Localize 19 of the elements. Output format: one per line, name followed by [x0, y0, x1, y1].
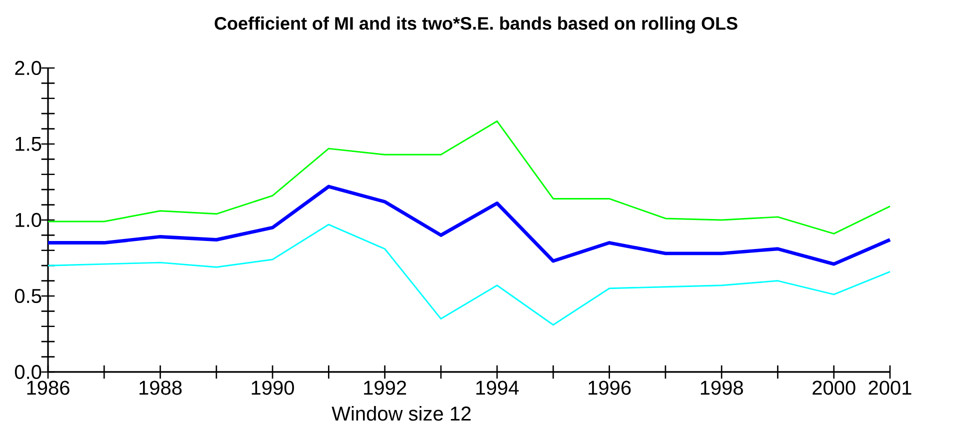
y-tick-label: 0.0 — [14, 364, 42, 380]
x-tick-label: 2001 — [868, 380, 912, 395]
x-tick-label: 1992 — [364, 380, 406, 395]
y-tick-label: 2.0 — [15, 60, 42, 76]
x-tick-label: 1986 — [27, 380, 70, 395]
line-series — [47, 120, 891, 234]
y-tick-label: 1.0 — [16, 212, 42, 228]
x-tick-label: 2000 — [812, 380, 856, 395]
line-series — [47, 224, 891, 326]
x-axis-title: Window size 12 — [332, 406, 471, 421]
y-tick-label: 0.5 — [14, 288, 42, 304]
x-tick-label: 1998 — [700, 380, 743, 395]
line-series — [46, 184, 892, 266]
chart-title: Coefficient of MI and its two*S.E. bands based on rolling OLS — [214, 16, 738, 34]
x-tick-label: 1988 — [140, 380, 182, 395]
x-tick-label: 1994 — [476, 380, 519, 395]
x-tick-label: 1990 — [252, 380, 294, 395]
y-tick-label: 1.5 — [16, 137, 42, 151]
x-tick-label: 1996 — [588, 380, 631, 395]
